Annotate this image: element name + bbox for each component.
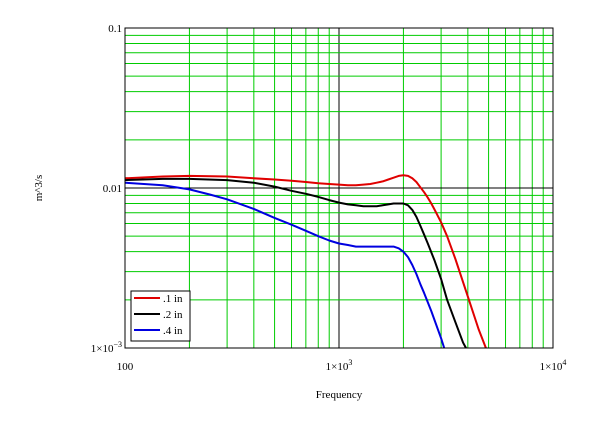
legend-label: .4 in bbox=[163, 325, 183, 337]
legend-label: .1 in bbox=[163, 293, 183, 305]
x-axis-title: Frequency bbox=[316, 389, 363, 401]
x-tick-label: 100 bbox=[117, 361, 134, 373]
y-axis-title: m^3/s bbox=[33, 175, 45, 202]
legend-label: .2 in bbox=[163, 309, 183, 321]
series-line-2 bbox=[124, 177, 467, 349]
legend: .1 in .2 in .4 in bbox=[130, 290, 191, 342]
legend-box bbox=[130, 290, 191, 342]
y-tick-label: 0.01 bbox=[103, 183, 122, 195]
y-tick-label: 1×10−3 bbox=[91, 340, 122, 355]
series-layer bbox=[124, 174, 487, 349]
grid-lines bbox=[124, 28, 553, 349]
x-tick-label: 1×104 bbox=[540, 358, 567, 373]
x-tick-label: 1×103 bbox=[326, 358, 353, 373]
series-line-1 bbox=[124, 174, 487, 349]
series-line-3 bbox=[124, 181, 446, 349]
y-tick-label: 0.1 bbox=[108, 23, 122, 35]
plot-frame bbox=[124, 27, 554, 349]
